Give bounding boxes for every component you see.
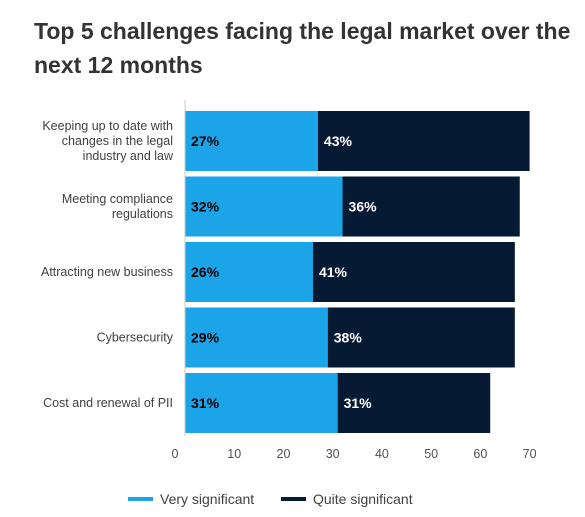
bar-value-label: 26%: [191, 264, 220, 280]
bar-quite-significant-3: [312, 242, 515, 302]
x-tick-label: 30: [326, 447, 340, 461]
category-labels: Keeping up to date with changes in the le…: [41, 119, 174, 410]
x-tick-label: 20: [277, 447, 291, 461]
category-label: Cost and renewal of PII: [43, 396, 173, 410]
category-label: Attracting new business: [41, 265, 173, 279]
legend-label: Very significant: [160, 491, 254, 507]
x-axis-ticks: 0 10 20 30 40 50 60 70: [172, 447, 537, 461]
x-tick-label: 60: [473, 447, 487, 461]
legend: Very significant Quite significant: [128, 491, 413, 507]
bar-value-label: 41%: [319, 264, 348, 280]
category-label: Meeting compliance regulations: [62, 192, 173, 221]
x-tick-label: 40: [375, 447, 389, 461]
category-label: Keeping up to date with changes in the le…: [42, 119, 174, 163]
bar-quite-significant-4: [327, 307, 515, 368]
bars-group: 27% 43% 32% 36% 26% 41% 29% 38% 31% 31%: [185, 111, 530, 433]
x-tick-label: 70: [523, 447, 537, 461]
bar-very-significant-4: [185, 307, 328, 368]
bar-quite-significant-2: [342, 176, 520, 237]
bar-value-label: 38%: [334, 330, 363, 346]
bar-value-label: 27%: [191, 133, 220, 149]
bar-very-significant-3: [185, 242, 313, 302]
bar-very-significant-2: [185, 176, 343, 237]
bar-value-label: 43%: [324, 133, 353, 149]
bar-value-label: 31%: [191, 395, 220, 411]
chart-title: Top 5 challenges facing the legal market…: [34, 18, 571, 78]
bar-quite-significant-1: [317, 111, 530, 171]
legend-swatch-quite-significant: [281, 497, 306, 501]
bar-quite-significant-5: [337, 373, 491, 433]
bar-very-significant-1: [185, 111, 318, 171]
bar-value-label: 36%: [349, 199, 378, 215]
bar-value-label: 31%: [344, 395, 373, 411]
bar-value-label: 32%: [191, 199, 220, 215]
legend-swatch-very-significant: [128, 497, 153, 501]
legend-label: Quite significant: [313, 491, 413, 507]
category-label: Cybersecurity: [97, 331, 174, 345]
x-tick-label: 0: [172, 447, 179, 461]
x-tick-label: 50: [424, 447, 438, 461]
x-tick-label: 10: [227, 447, 241, 461]
bar-value-label: 29%: [191, 330, 220, 346]
bar-very-significant-5: [185, 373, 338, 433]
